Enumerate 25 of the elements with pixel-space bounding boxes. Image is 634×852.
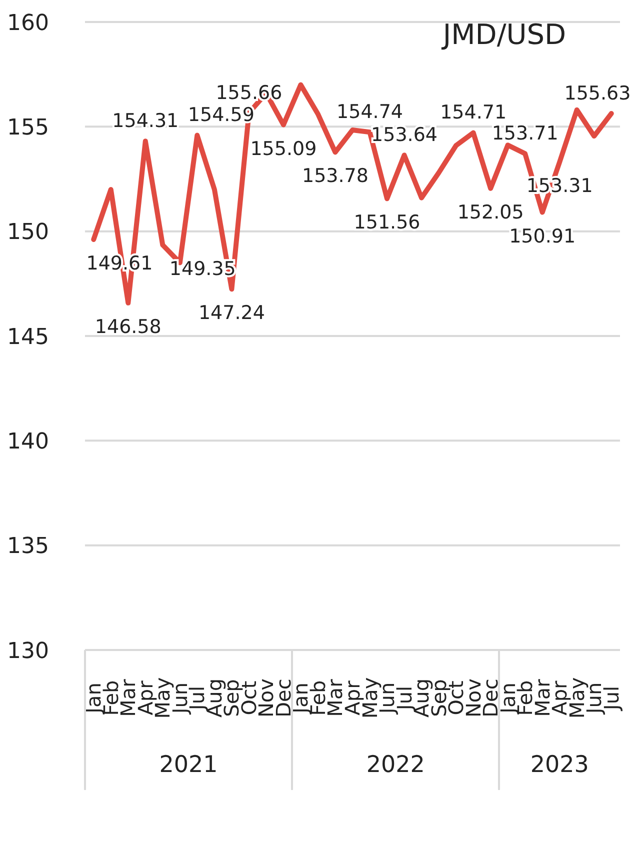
data-label: 155.63 bbox=[564, 82, 631, 104]
y-tick-label: 140 bbox=[7, 429, 49, 454]
chart-title: JMD/USD bbox=[442, 18, 566, 51]
text: 2023 bbox=[529, 752, 590, 778]
y-tick-label: 150 bbox=[7, 220, 49, 246]
data-label: 153.64 bbox=[371, 124, 438, 146]
data-label: 155.09 bbox=[250, 138, 317, 160]
data-label: 153.78 bbox=[302, 165, 368, 188]
data-label: 146.58 bbox=[94, 316, 162, 338]
y-tick-label: 155 bbox=[7, 115, 49, 140]
data-label: 154.74 bbox=[336, 101, 403, 124]
data-label: 150.91 bbox=[509, 225, 576, 248]
data-label: 154.31 bbox=[112, 110, 179, 132]
data-label: 154.71 bbox=[440, 102, 507, 124]
data-label: 153.71 bbox=[492, 122, 558, 145]
y-tick-label: 135 bbox=[7, 534, 49, 560]
data-label: 147.24 bbox=[198, 302, 265, 324]
y-tick-label: 130 bbox=[7, 638, 49, 664]
text: 2021 bbox=[158, 752, 219, 778]
y-tick-label: 145 bbox=[7, 324, 49, 350]
data-label: 152.05 bbox=[457, 201, 524, 224]
y-tick-label: 160 bbox=[7, 10, 49, 36]
text: 2022 bbox=[365, 752, 426, 778]
data-label: 151.56 bbox=[354, 212, 420, 234]
data-label: 155.66 bbox=[216, 82, 282, 104]
